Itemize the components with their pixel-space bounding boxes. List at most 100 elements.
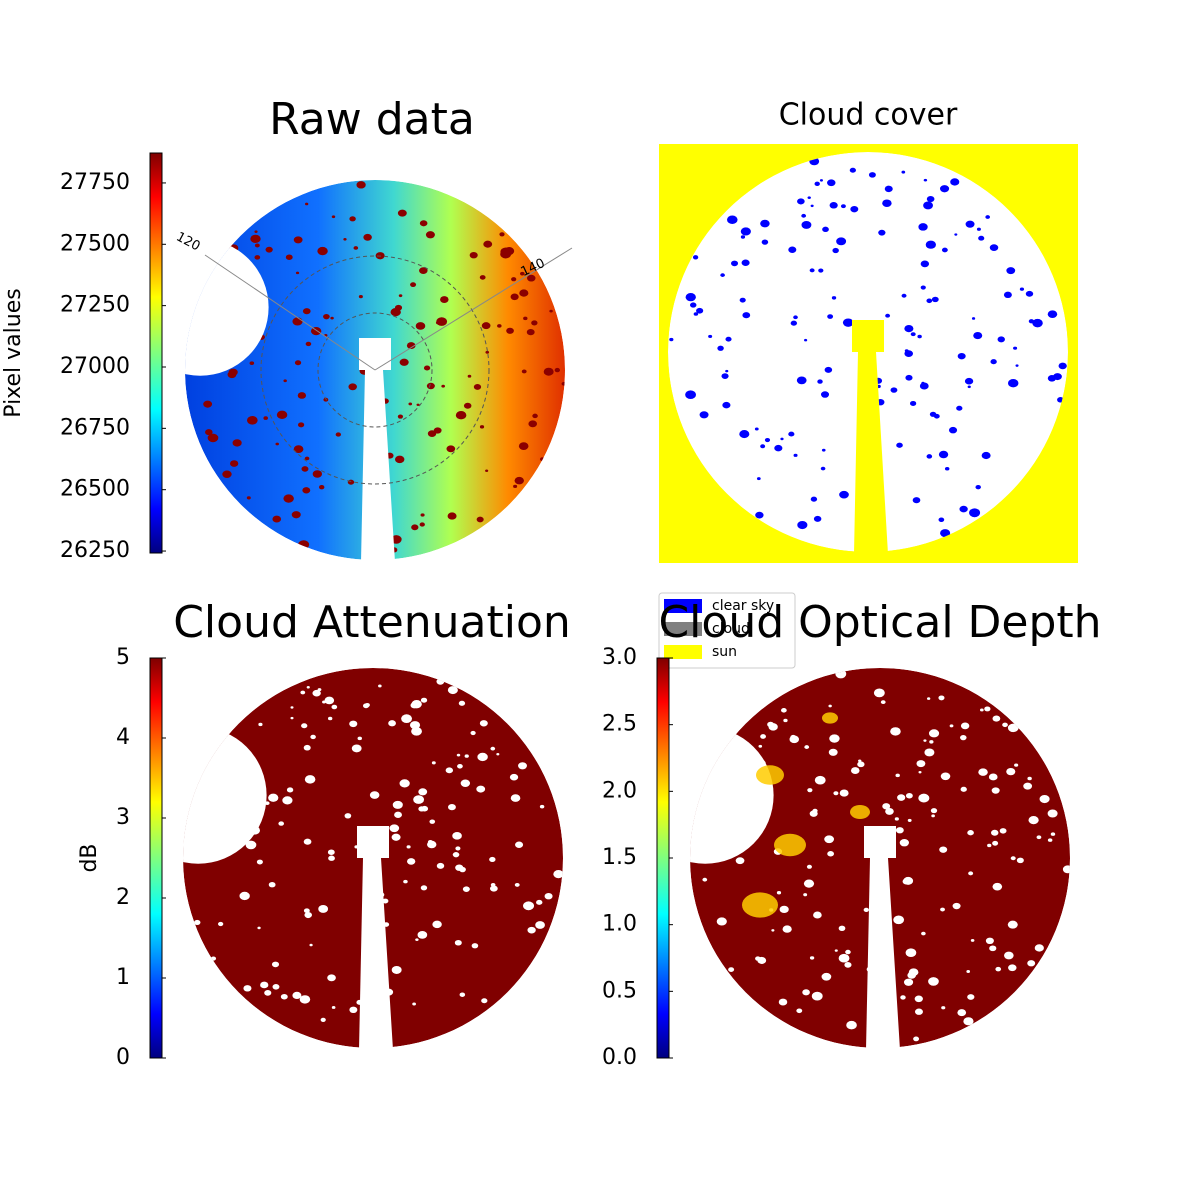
range-ring: [260, 255, 490, 485]
legend-swatch: [664, 622, 702, 636]
blob: [890, 727, 901, 736]
blob: [941, 247, 948, 253]
blob: [1036, 835, 1042, 840]
blob: [1004, 951, 1014, 960]
blob: [1003, 291, 1012, 299]
blob: [210, 956, 217, 961]
blob: [318, 905, 329, 913]
blob: [820, 391, 830, 398]
blob: [378, 684, 382, 688]
colorbar-tick-label: 2.5: [602, 712, 637, 737]
blob: [1032, 318, 1043, 328]
blob: [895, 827, 904, 834]
blob: [399, 358, 409, 366]
blob: [249, 361, 255, 365]
blob: [916, 760, 926, 768]
blob: [391, 833, 401, 841]
blob: [519, 289, 529, 297]
blob: [285, 254, 293, 260]
blob: [790, 320, 798, 326]
blob: [389, 824, 400, 833]
blob: [743, 228, 747, 231]
blob: [457, 763, 463, 769]
blob: [335, 432, 342, 437]
blob: [913, 1036, 920, 1042]
blob: [419, 220, 428, 227]
blob: [382, 898, 389, 904]
blob: [927, 697, 931, 700]
blob: [1008, 964, 1017, 972]
blob: [760, 219, 770, 228]
blob: [297, 392, 307, 399]
sky-content: [183, 668, 563, 1048]
blob: [485, 350, 490, 354]
blob: [828, 704, 832, 708]
colorbar-tick-label: 2.0: [602, 778, 637, 803]
blob: [905, 948, 917, 958]
blob: [553, 870, 563, 879]
sky-content: [690, 668, 1070, 1048]
blob: [890, 387, 898, 393]
blob: [528, 420, 538, 428]
blob: [846, 1020, 857, 1030]
blob: [489, 856, 496, 863]
blob: [919, 382, 929, 390]
azimuth-line: [374, 247, 573, 371]
colorbar-tick-label: 1: [116, 965, 130, 990]
blob: [293, 236, 303, 244]
blob: [276, 410, 288, 420]
blob: [523, 316, 528, 321]
blob: [331, 704, 338, 710]
panel-title: Cloud cover: [779, 98, 958, 133]
sun-wedge: [866, 858, 900, 1050]
colorbar-tick-label: 0.5: [602, 978, 637, 1003]
blob: [327, 849, 335, 855]
colorbar-tick-label: 5: [116, 645, 130, 670]
blob: [294, 360, 302, 366]
blob: [776, 891, 782, 895]
blob: [349, 720, 358, 728]
blob: [849, 167, 856, 173]
legend-label: sun: [712, 644, 737, 660]
colorbar-tick-label: 3: [116, 805, 130, 830]
blob: [390, 307, 401, 317]
blob: [801, 220, 812, 229]
blob: [807, 196, 811, 200]
blob: [960, 722, 970, 730]
blob: [302, 308, 311, 315]
blob: [303, 908, 310, 914]
blob: [349, 1006, 358, 1014]
blob: [320, 1017, 326, 1022]
blob: [401, 714, 412, 723]
blob: [921, 381, 925, 385]
blob: [884, 185, 893, 193]
blob: [436, 678, 445, 685]
blob: [925, 240, 936, 249]
blob: [984, 706, 991, 712]
blob: [286, 787, 294, 793]
blob: [820, 466, 826, 471]
blob: [722, 401, 731, 409]
blob: [979, 708, 984, 712]
blob: [205, 429, 213, 436]
blob: [293, 445, 304, 454]
notch: [185, 238, 269, 376]
blob: [741, 259, 750, 267]
blob: [731, 260, 739, 267]
blob: [347, 479, 355, 485]
hot-patch: [850, 805, 870, 819]
blob: [929, 740, 934, 744]
sun-block: [357, 826, 389, 858]
hot-patch: [822, 712, 838, 724]
blob: [458, 700, 466, 706]
blob: [260, 981, 269, 989]
blob: [938, 695, 945, 701]
blob: [1058, 362, 1067, 370]
colorbar-tick-label: 27750: [60, 170, 130, 195]
blob: [1027, 776, 1032, 781]
blob: [938, 450, 949, 459]
blob: [513, 484, 518, 488]
blob: [317, 246, 328, 256]
blob: [897, 794, 906, 801]
blob: [796, 1008, 803, 1014]
